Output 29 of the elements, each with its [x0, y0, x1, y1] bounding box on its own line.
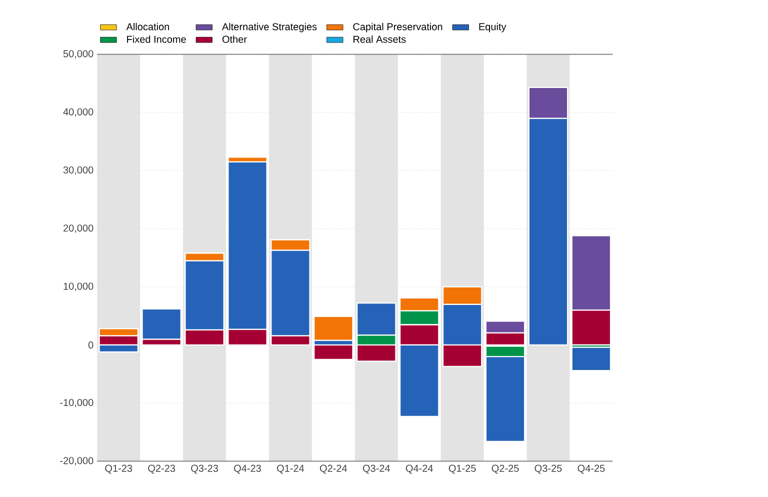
- bar: [571, 346, 612, 371]
- bar: [314, 344, 354, 360]
- legend-label: Real Assets: [354, 35, 406, 43]
- x-tick-label: Q2-24: [320, 464, 348, 474]
- legend-label: Allocation: [126, 22, 170, 30]
- legend-label: Other: [222, 35, 247, 43]
- x-tick-label: Q2-25: [492, 464, 519, 474]
- y-tick-label: 20,000: [64, 224, 94, 233]
- x-tick-label: Q3-24: [362, 464, 390, 474]
- y-tick-label: -20,000: [60, 456, 94, 466]
- x-tick-label: Q4-25: [578, 464, 605, 474]
- legend-label: Equity: [479, 22, 506, 32]
- x-tick-label: Q1-25: [448, 464, 476, 474]
- y-tick-label: -10,000: [60, 398, 94, 408]
- x-tick-label: Q3-23: [191, 464, 218, 474]
- x-tick-label: Q2-23: [148, 464, 176, 474]
- legend-label: Fixed Income: [127, 35, 186, 43]
- y-tick-label: 40,000: [63, 108, 94, 116]
- x-tick-label: Q4-24: [406, 464, 433, 474]
- legend-label: Alternative Strategies: [222, 22, 317, 32]
- x-tick-label: Q4-23: [234, 464, 261, 474]
- x-tick-label: Q1-23: [105, 464, 132, 474]
- y-tick-label: 30,000: [63, 166, 94, 174]
- y-tick-label: 50,000: [63, 50, 94, 58]
- x-tick-label: Q3-25: [534, 464, 562, 474]
- y-tick-label: 0: [88, 341, 94, 348]
- x-tick-label: Q1-24: [277, 464, 304, 474]
- y-tick-label: 10,000: [64, 282, 94, 291]
- legend-label: Capital Preservation: [353, 22, 442, 32]
